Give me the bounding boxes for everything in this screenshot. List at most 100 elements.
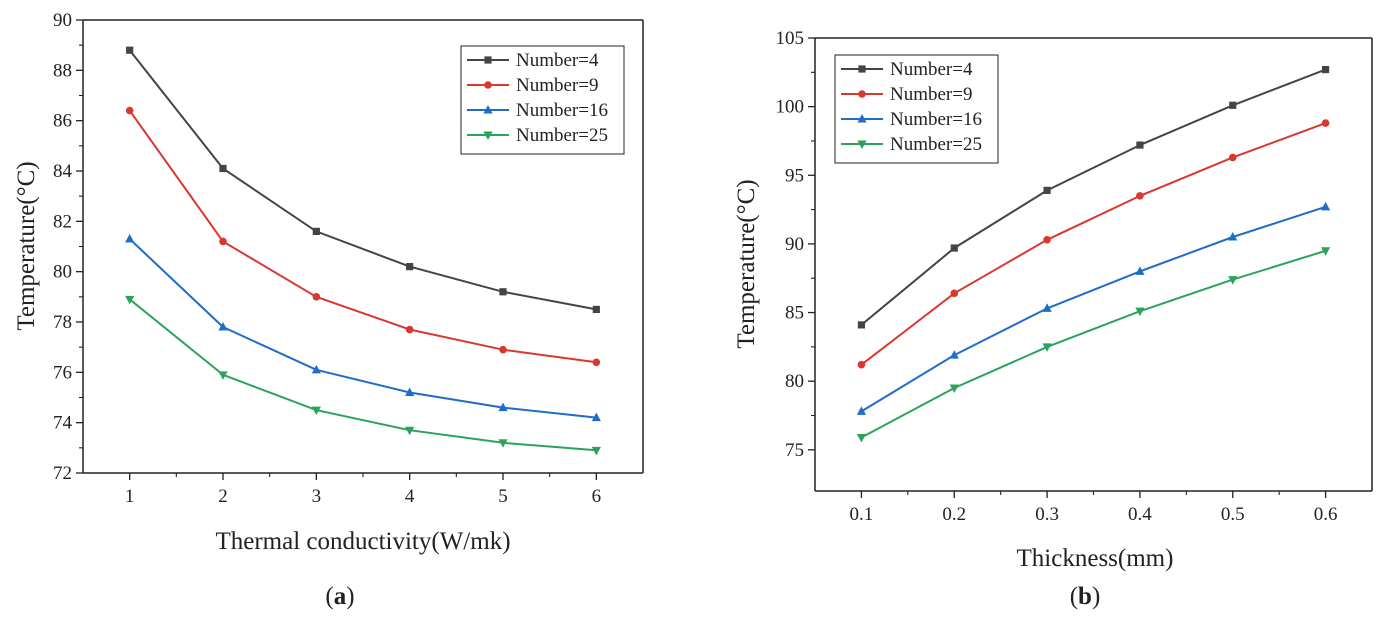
- x-tick-label: 4: [405, 486, 415, 507]
- y-tick-label: 75: [785, 440, 804, 461]
- y-tick-label: 84: [53, 161, 73, 182]
- data-point-number-9: [1136, 192, 1144, 200]
- chart-panel-a: 72 74 76 78 80 82 84 86 88 90 1 2 3 4 5 6 Number=4 Number…: [13, 10, 644, 610]
- panel-caption: (b): [1070, 583, 1101, 610]
- x-tick-label: 2: [218, 486, 228, 507]
- data-point-number-9: [219, 237, 227, 246]
- x-tick-label: 1: [125, 486, 135, 507]
- data-point-number-25: [1135, 307, 1145, 317]
- legend-marker-number-4: [484, 56, 492, 64]
- y-tick-label: 80: [785, 371, 804, 392]
- data-point-number-9: [1321, 119, 1330, 127]
- series-line-number-25: [860, 249, 1326, 439]
- legend-marker-number-16: [857, 114, 867, 123]
- series-line-number-9: [128, 110, 597, 364]
- data-point-number-25: [591, 446, 601, 456]
- x-tick-label: 0.6: [1314, 504, 1338, 525]
- y-tick-label: 88: [53, 60, 72, 81]
- legend-label: Number=25: [516, 125, 608, 146]
- data-point-number-25: [1320, 247, 1331, 256]
- data-point-number-4: [219, 164, 227, 173]
- x-tick-label: 6: [592, 486, 602, 507]
- x-tick-label: 0.3: [1035, 504, 1059, 525]
- x-tick-label: 5: [498, 486, 508, 507]
- data-point-number-9: [592, 358, 601, 367]
- data-point-number-16: [856, 406, 867, 415]
- y-tick-label: 76: [53, 362, 72, 383]
- data-point-number-9: [1228, 153, 1237, 162]
- data-point-number-16: [1228, 232, 1238, 241]
- series-line-number-9: [860, 122, 1326, 366]
- data-point-number-25: [405, 426, 415, 436]
- legend-marker-number-25: [857, 140, 867, 149]
- data-point-number-16: [498, 402, 508, 412]
- legend-marker-number-4: [858, 65, 866, 73]
- data-point-number-4: [950, 244, 958, 252]
- series-line-number-4: [860, 68, 1326, 326]
- data-point-number-16: [591, 412, 601, 422]
- data-point-number-16: [218, 322, 228, 331]
- legend-label: Number=25: [890, 134, 982, 155]
- y-tick-label: 78: [53, 312, 72, 333]
- data-point-number-16: [405, 387, 415, 396]
- y-tick-label: 95: [785, 165, 804, 186]
- data-point-number-4: [312, 227, 320, 235]
- data-point-number-16: [1135, 266, 1145, 275]
- data-point-number-9: [312, 293, 321, 301]
- y-axis-title: Temperature(°C): [13, 161, 40, 330]
- data-point-number-25: [1228, 276, 1238, 285]
- y-tick-label: 72: [53, 463, 72, 484]
- data-point-number-25: [498, 439, 508, 448]
- legend-label: Number=4: [890, 59, 973, 80]
- series-line-number-25: [129, 298, 597, 452]
- x-axis-title: Thermal conductivity(W/mk): [215, 528, 510, 555]
- data-point-number-9: [499, 345, 507, 354]
- data-point-number-25: [311, 406, 321, 416]
- y-axis-title: Temperature(°C): [733, 179, 760, 348]
- legend-label: Number=4: [516, 50, 599, 71]
- data-point-number-4: [1136, 141, 1144, 149]
- data-point-number-9: [1043, 235, 1051, 244]
- y-tick-label: 90: [785, 234, 804, 255]
- x-axis-title: Thickness(mm): [1017, 545, 1174, 572]
- legend-label: Number=9: [890, 84, 972, 105]
- y-tick-label: 90: [53, 10, 72, 31]
- data-point-number-16: [125, 233, 135, 243]
- data-point-number-16: [311, 364, 321, 374]
- legend-label: Number=16: [516, 100, 608, 121]
- x-tick-label: 0.2: [942, 504, 966, 525]
- y-tick-label: 86: [53, 111, 72, 132]
- x-tick-label: 0.4: [1128, 504, 1152, 525]
- data-point-number-25: [856, 433, 867, 443]
- legend-marker-number-9: [484, 81, 492, 89]
- data-point-number-16: [949, 350, 959, 359]
- data-point-number-4: [592, 305, 600, 314]
- data-point-number-9: [950, 289, 959, 298]
- legend-label: Number=9: [516, 75, 598, 96]
- data-point-number-16: [1042, 303, 1052, 312]
- data-point-number-25: [1042, 343, 1052, 352]
- panel-caption: (a): [325, 583, 354, 610]
- y-tick-label: 85: [785, 303, 804, 324]
- y-tick-label: 82: [53, 211, 72, 232]
- chart-panel-b: 75 80 85 90 95 100 105 0.1 0.2 0.3 0.4 0.5 0.6 Number…: [733, 28, 1373, 610]
- data-point-number-25: [218, 371, 228, 380]
- data-point-number-4: [1229, 101, 1237, 109]
- x-tick-label: 0.1: [850, 504, 874, 525]
- x-tick-label: 0.5: [1221, 504, 1245, 525]
- series-line-number-4: [128, 49, 597, 311]
- y-tick-label: 105: [776, 28, 805, 49]
- data-point-number-16: [1320, 201, 1331, 211]
- data-point-number-4: [857, 321, 866, 329]
- x-tick-label: 3: [312, 486, 322, 507]
- series-line-number-16: [129, 238, 597, 419]
- legend-marker-number-9: [858, 90, 866, 98]
- data-point-number-9: [857, 360, 866, 369]
- data-point-number-9: [405, 325, 414, 334]
- data-point-number-4: [1043, 186, 1051, 194]
- data-point-number-4: [126, 46, 134, 54]
- legend-marker-number-16: [483, 105, 493, 114]
- data-point-number-4: [499, 288, 507, 296]
- data-point-number-4: [1321, 65, 1330, 74]
- data-point-number-25: [949, 384, 959, 394]
